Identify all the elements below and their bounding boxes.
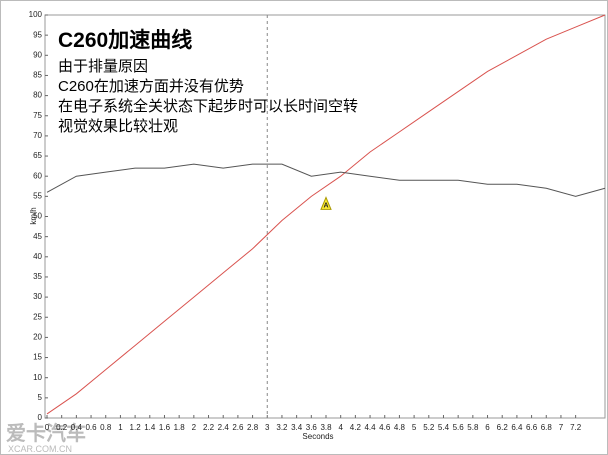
y-tick-label: 5 bbox=[38, 393, 43, 402]
y-tick-label: 50 bbox=[33, 212, 42, 221]
y-tick-label: 65 bbox=[33, 151, 42, 160]
x-tick-label: 6.6 bbox=[526, 423, 538, 432]
y-tick-label: 95 bbox=[33, 30, 42, 39]
x-tick-label: 4.2 bbox=[350, 423, 362, 432]
y-tick-label: 45 bbox=[33, 232, 42, 241]
y-tick-label: 75 bbox=[33, 111, 42, 120]
y-tick-label: 35 bbox=[33, 272, 42, 281]
y-tick-label: 20 bbox=[33, 333, 42, 342]
x-tick-label: 1 bbox=[118, 423, 123, 432]
watermark: XCAR.COM.CN bbox=[8, 444, 72, 454]
annotation: 视觉效果比较壮观 bbox=[58, 117, 178, 135]
y-tick-label: 60 bbox=[33, 171, 42, 180]
x-tick-label: 3.6 bbox=[306, 423, 318, 432]
x-tick-label: 0 bbox=[45, 423, 50, 432]
series-line bbox=[46, 163, 606, 197]
x-tick-label: 3.4 bbox=[291, 423, 303, 432]
x-tick-label: 1.8 bbox=[174, 423, 186, 432]
x-tick-label: 6.2 bbox=[497, 423, 509, 432]
x-tick-label: 6.4 bbox=[511, 423, 523, 432]
marker-label: A bbox=[323, 202, 328, 209]
y-tick-label: 40 bbox=[33, 252, 42, 261]
x-tick-label: 5.8 bbox=[467, 423, 479, 432]
x-tick-label: 3 bbox=[265, 423, 270, 432]
annotation: C260在加速方面并没有优势 bbox=[58, 78, 244, 95]
y-tick-label: 10 bbox=[33, 373, 42, 382]
x-tick-label: 7 bbox=[559, 423, 564, 432]
y-tick-label: 85 bbox=[33, 71, 42, 80]
x-tick-label: 0.2 bbox=[56, 423, 68, 432]
x-tick-label: 2.8 bbox=[247, 423, 259, 432]
marker bbox=[320, 196, 332, 210]
x-tick-label: 4.4 bbox=[364, 423, 376, 432]
x-tick-label: 4.6 bbox=[379, 423, 391, 432]
x-axis-label: Seconds bbox=[302, 432, 333, 441]
y-axis-label: km/h bbox=[29, 207, 38, 224]
y-tick-label: 100 bbox=[29, 10, 43, 19]
x-tick-label: 2.2 bbox=[203, 423, 215, 432]
y-tick-label: 90 bbox=[33, 50, 42, 59]
x-tick-label: 3.8 bbox=[320, 423, 332, 432]
annotation: 由于排量原因 bbox=[58, 58, 148, 75]
x-tick-label: 1.6 bbox=[159, 423, 171, 432]
x-tick-label: 2.6 bbox=[232, 423, 244, 432]
series-line bbox=[46, 14, 606, 415]
x-tick-label: 3.2 bbox=[276, 423, 288, 432]
x-tick-label: 2.4 bbox=[218, 423, 230, 432]
x-tick-label: 0.8 bbox=[100, 423, 112, 432]
y-tick-label: 80 bbox=[33, 91, 42, 100]
x-tick-label: 4 bbox=[338, 423, 343, 432]
x-tick-label: 1.2 bbox=[130, 423, 142, 432]
x-tick-label: 5 bbox=[412, 423, 417, 432]
y-tick-label: 0 bbox=[38, 413, 43, 422]
y-tick-label: 30 bbox=[33, 292, 42, 301]
x-tick-label: 5.6 bbox=[453, 423, 465, 432]
x-tick-label: 0.6 bbox=[85, 423, 97, 432]
y-tick-label: 70 bbox=[33, 131, 42, 140]
x-tick-label: 1.4 bbox=[144, 423, 156, 432]
x-tick-label: 4.8 bbox=[394, 423, 406, 432]
x-tick-label: 6 bbox=[485, 423, 490, 432]
x-tick-label: 5.4 bbox=[438, 423, 450, 432]
y-tick-label: 15 bbox=[33, 353, 42, 362]
annotation: 在电子系统全关状态下起步时可以长时间空转 bbox=[58, 97, 358, 115]
x-tick-label: 5.2 bbox=[423, 423, 435, 432]
x-tick-label: 6.8 bbox=[541, 423, 553, 432]
chart-title: C260加速曲线 bbox=[58, 28, 192, 52]
x-tick-label: 0.4 bbox=[71, 423, 83, 432]
watermark: 爱卡汽车 bbox=[6, 421, 86, 445]
y-tick-label: 25 bbox=[33, 312, 42, 321]
x-tick-label: 2 bbox=[192, 423, 197, 432]
y-tick-label: 55 bbox=[33, 191, 42, 200]
x-tick-label: 7.2 bbox=[570, 423, 582, 432]
